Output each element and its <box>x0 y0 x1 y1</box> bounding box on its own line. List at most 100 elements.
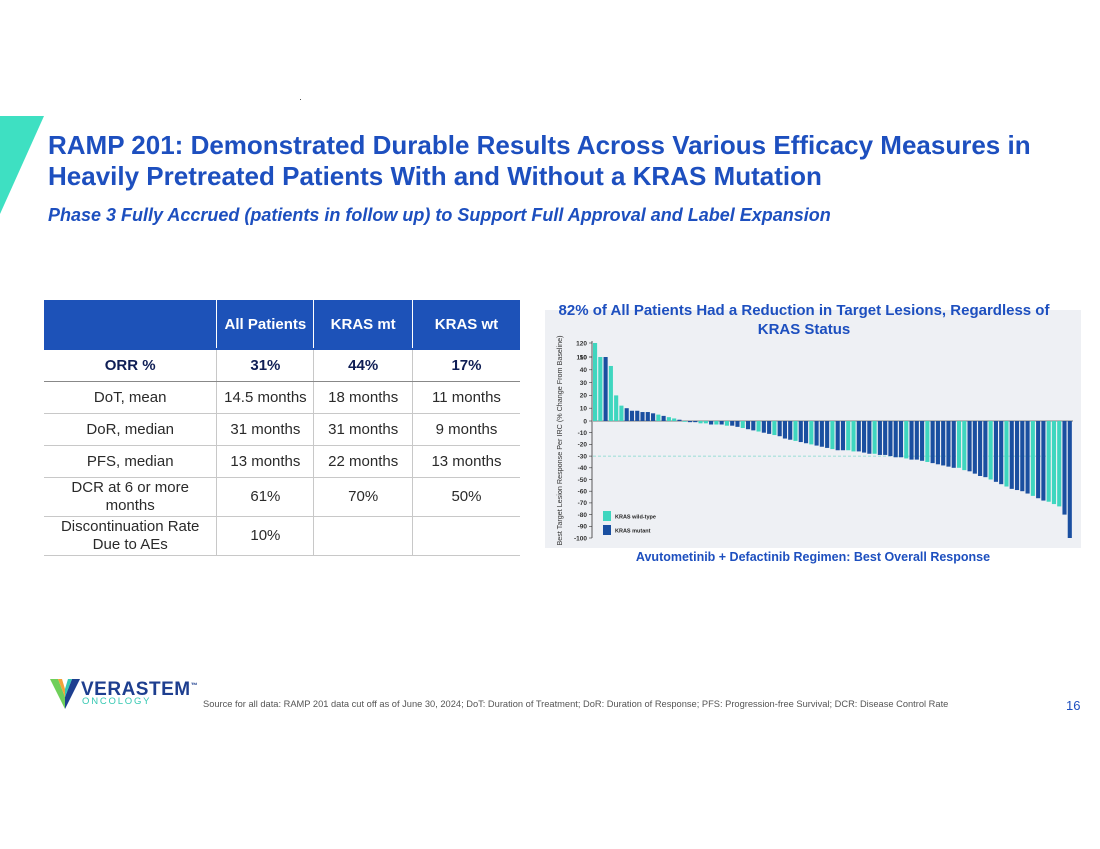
chart-bar <box>682 421 687 422</box>
chart-bar <box>935 421 940 465</box>
chart-bar <box>893 421 898 458</box>
logo-subtitle: ONCOLOGY <box>82 696 152 707</box>
table-cell: DCR at 6 or more months <box>44 477 218 517</box>
y-tick-label: 20 <box>580 393 588 400</box>
table-cell: 70% <box>313 477 413 517</box>
chart-bar <box>1067 421 1072 538</box>
slide-title: RAMP 201: Demonstrated Durable Results A… <box>48 130 1031 191</box>
chart-bar <box>803 421 809 444</box>
chart-bar <box>941 421 946 466</box>
chart-bar <box>651 413 656 421</box>
y-tick-label: -40 <box>578 465 588 472</box>
chart-bar <box>809 421 814 445</box>
chart-bar <box>999 421 1004 485</box>
table-cell: 50% <box>412 477 520 517</box>
table-row: DoR, median 31 months 31 months 9 months <box>44 413 520 446</box>
table-header-row: All Patients KRAS mt KRAS wt <box>44 300 520 349</box>
y-tick-label: 50 <box>580 354 588 361</box>
table-cell: 14.5 months <box>216 381 315 414</box>
y-tick-label: 10 <box>580 406 588 413</box>
chart-bar <box>872 421 877 454</box>
table-row: DCR at 6 or more months 61% 70% 50% <box>44 477 520 517</box>
chart-bar <box>730 421 735 426</box>
chart-bar <box>956 421 962 468</box>
stray-dot <box>300 99 301 100</box>
table-row: PFS, median 13 months 22 months 13 month… <box>44 445 520 478</box>
chart-bar <box>1041 421 1046 501</box>
legend-swatch-wt <box>603 511 611 521</box>
chart-bar <box>840 421 846 451</box>
y-tick-label: 120 <box>576 340 587 347</box>
y-tick-label: 40 <box>580 367 588 374</box>
y-axis-label: Best Target Lesion Response Per IRC (% C… <box>555 335 564 545</box>
chart-bar <box>767 421 772 434</box>
chart-bar <box>988 421 993 480</box>
chart-bar <box>877 421 882 455</box>
y-tick-label: -60 <box>578 489 588 496</box>
chart-bar <box>687 421 693 423</box>
chart-bar <box>1025 421 1030 494</box>
chart-bar <box>629 410 635 421</box>
table-cell: 13 months <box>412 445 520 478</box>
efficacy-table: All Patients KRAS mt KRAS wt ORR % 31% 4… <box>44 300 520 556</box>
chart-bar <box>782 421 787 439</box>
table-cell: DoR, median <box>44 413 218 446</box>
chart-bar <box>635 410 640 421</box>
table-cell: 18 months <box>313 381 413 414</box>
y-tick-label: -100 <box>574 535 587 542</box>
table-cell: 22 months <box>313 445 413 478</box>
chart-bar <box>698 421 703 424</box>
chart-bar <box>603 357 608 421</box>
table-row: DoT, mean 14.5 months 18 months 11 month… <box>44 381 520 414</box>
chart-bar <box>930 421 935 464</box>
chart-bar <box>978 421 983 476</box>
chart-bar <box>946 421 951 467</box>
chart-bar <box>656 414 661 421</box>
chart-bar <box>967 421 972 472</box>
chart-bar <box>1036 421 1041 499</box>
chart-bar <box>714 421 719 425</box>
chart-bar <box>614 395 619 421</box>
chart-bar <box>856 421 861 452</box>
y-tick-label: 30 <box>580 380 588 387</box>
chart-bar <box>745 421 751 430</box>
y-tick-label: -10 <box>578 430 588 437</box>
chart-bar <box>661 415 666 421</box>
legend-label-wt: KRAS wild-type <box>615 515 656 521</box>
chart-bar <box>719 421 724 425</box>
chart-bar <box>925 421 930 462</box>
chart-bar <box>619 405 624 421</box>
chart-bar <box>761 421 766 433</box>
y-tick-label: -30 <box>578 453 588 460</box>
chart-bar <box>756 421 761 432</box>
chart-bar <box>666 417 671 421</box>
chart-bar <box>825 421 830 448</box>
chart-bar <box>888 421 893 457</box>
chart-bar <box>904 421 909 459</box>
chart-bar <box>883 421 888 455</box>
chart-bar <box>693 421 698 423</box>
y-tick-label: -80 <box>578 512 588 519</box>
table-cell: Discontinuation Rate Due to AEs <box>44 516 218 556</box>
chart-bar <box>1009 421 1014 489</box>
chart-bar <box>898 421 904 458</box>
table-cell <box>412 516 520 556</box>
table-cell <box>313 516 413 556</box>
table-cell: 13 months <box>216 445 315 478</box>
chart-bar <box>777 421 782 437</box>
table-header-cell <box>44 300 218 349</box>
y-tick-label: -70 <box>578 500 588 507</box>
table-cell: 31 months <box>216 413 315 446</box>
chart-bar <box>1046 421 1051 502</box>
chart-bar <box>846 421 851 451</box>
table-cell: 17% <box>412 349 520 382</box>
chart-bar <box>914 421 919 460</box>
waterfall-chart: Best Target Lesion Response Per IRC (% C… <box>555 335 1073 545</box>
chart-bar <box>598 357 603 421</box>
chart-bar <box>1051 421 1057 505</box>
chart-bar <box>672 418 677 421</box>
chart-bar <box>993 421 998 482</box>
page-number: 16 <box>1066 698 1081 713</box>
table-row: ORR % 31% 44% 17% <box>44 349 520 382</box>
chart-bar <box>1020 421 1025 492</box>
